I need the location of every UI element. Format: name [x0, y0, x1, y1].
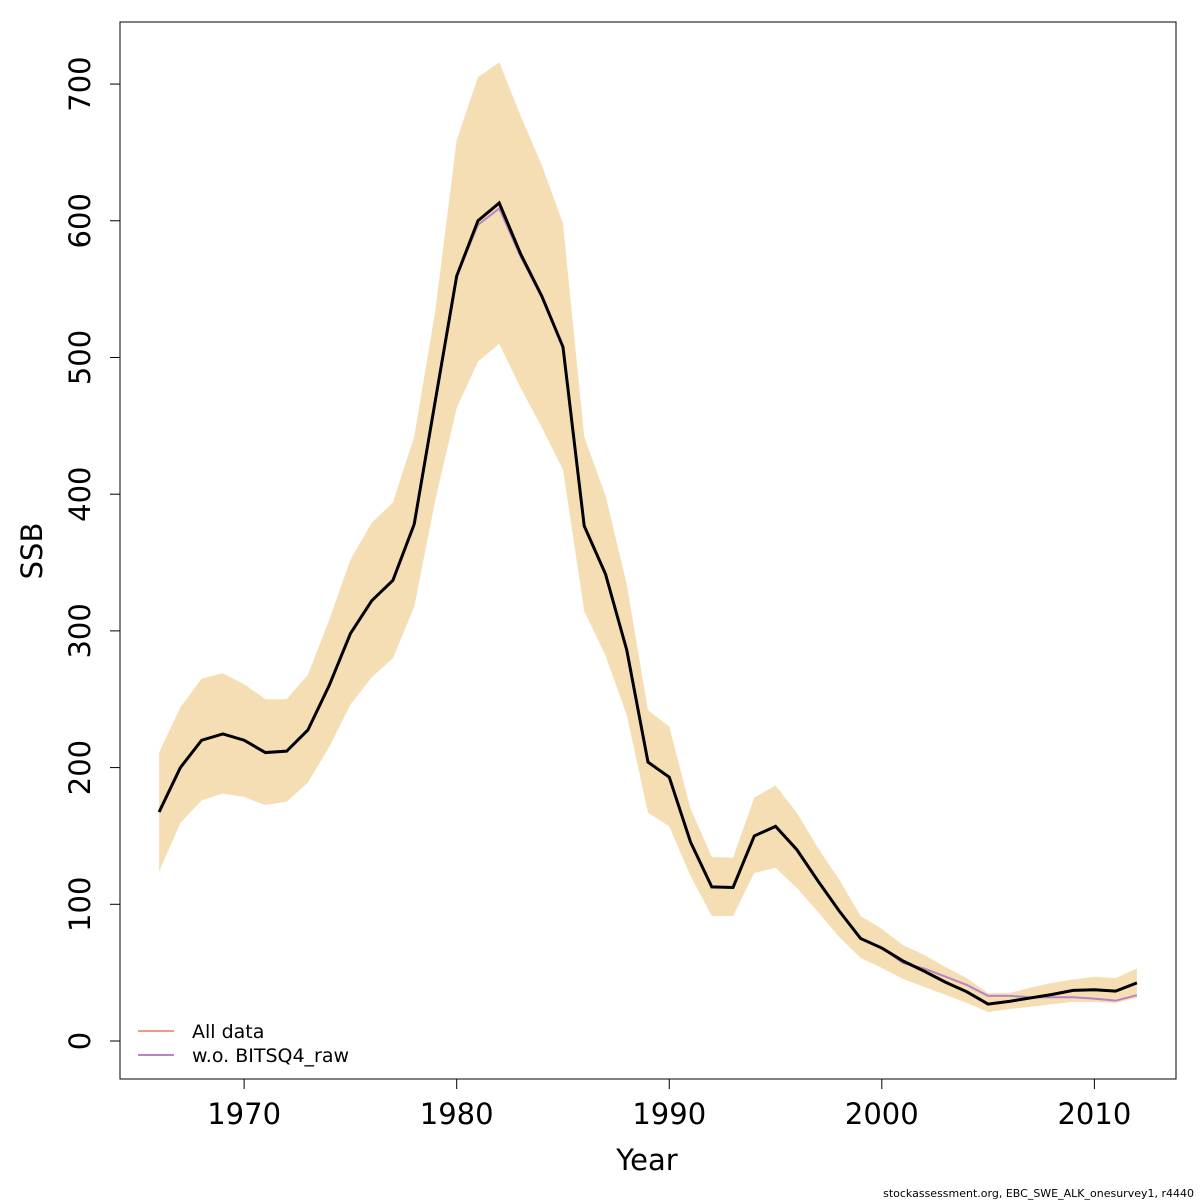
- footnote: stockassessment.org, EBC_SWE_ALK_onesurv…: [883, 1187, 1194, 1200]
- legend-label: All data: [192, 1021, 264, 1043]
- y-tick-label: 500: [63, 330, 97, 385]
- y-tick-label: 100: [63, 877, 97, 932]
- y-tick-label: 0: [63, 1032, 97, 1050]
- confidence-band: [159, 62, 1137, 1013]
- y-tick-label: 200: [63, 740, 97, 795]
- x-tick-label: 1970: [207, 1097, 281, 1131]
- x-tick-label: 2000: [845, 1097, 919, 1131]
- y-tick-label: 600: [63, 193, 97, 248]
- x-tick-label: 2010: [1057, 1097, 1131, 1131]
- plot-frame: [119, 21, 1177, 1080]
- y-tick-label: 300: [63, 603, 97, 658]
- legend-label: w.o. BITSQ4_raw: [192, 1045, 349, 1067]
- estimate-line: [157, 200, 1138, 1006]
- y-tick-label: 700: [63, 56, 97, 111]
- y-tick-label: 400: [63, 466, 97, 521]
- x-tick-label: 1980: [420, 1097, 494, 1131]
- series-line: [158, 201, 1138, 1006]
- x-tick-label: 1990: [632, 1097, 706, 1131]
- series-line: [158, 206, 1138, 1002]
- x-axis-label: Year: [615, 1143, 677, 1177]
- y-axis-label: SSB: [15, 523, 49, 580]
